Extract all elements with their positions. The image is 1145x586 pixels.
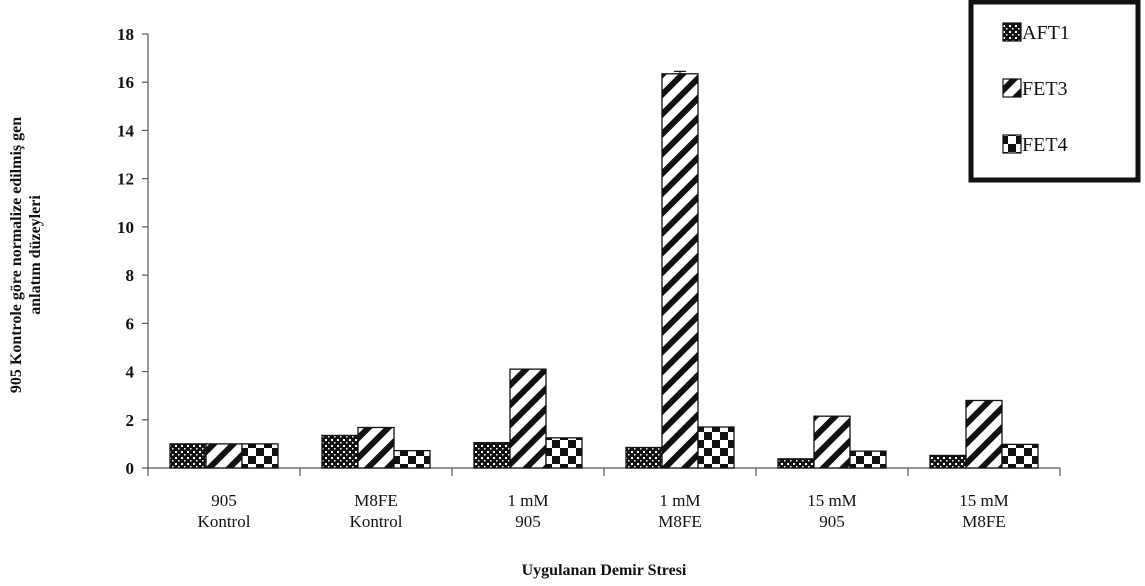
bar-fet4 [697,426,735,469]
bar-fet3 [509,368,547,469]
x-tick-label: 905 [211,491,237,510]
y-tick-label: 2 [126,411,135,430]
legend: AFT1 FET3 FET4 [968,0,1141,183]
legend-swatch-fet4 [1002,134,1022,154]
y-tick-label: 12 [117,170,134,189]
legend-box [968,0,1141,183]
x-tick-label: 905 [515,512,541,531]
legend-swatch-fet3 [1002,78,1022,98]
x-tick-label: 1 mM [507,491,548,510]
tick-labels: 0 2 4 6 8 10 12 14 16 18 905 Kontrol M8FE Kontrol 1 mM… [117,25,1009,531]
x-tick-label: 15 mM [959,491,1009,510]
y-axis-title-line-1: 905 Kontrole göre normalize edilmiş gen [8,117,25,393]
bar-fet3 [965,399,1003,469]
x-tick-label: 1 mM [659,491,700,510]
x-tick-label: Kontrol [198,512,251,531]
x-tick-label: M8FE [354,491,397,510]
legend-label-fet3: FET3 [1022,78,1068,100]
legend-label-fet4: FET4 [1022,134,1068,156]
y-tick-label: 14 [117,121,135,140]
bar-aft1 [321,434,359,469]
bar-fet4 [849,450,887,469]
y-tick-label: 10 [117,218,134,237]
y-tick-label: 16 [117,73,134,92]
y-tick-label: 0 [126,459,135,478]
x-axis-title: Uygulanan Demir Stresi [522,562,687,579]
y-tick-label: 8 [126,266,135,285]
x-tick-label: 15 mM [807,491,857,510]
bar-fet3 [205,443,243,469]
bar-aft1 [777,458,815,469]
y-axis-title: 905 Kontrole göre normalize edilmiş gen … [8,117,44,393]
y-axis-title-line-2: anlatım düzeyleri [27,195,44,315]
legend-swatch-aft1 [1002,22,1022,42]
bar-fet3 [357,426,395,469]
legend-label-aft1: AFT1 [1022,22,1070,44]
y-tick-label: 4 [126,363,135,382]
bar-fet4 [241,443,279,469]
y-tick-label: 18 [117,25,134,44]
bar-fet4 [393,449,431,469]
bar-aft1 [929,454,967,469]
error-bar [674,70,686,77]
bars [169,70,1039,469]
y-tick-label: 6 [126,314,135,333]
axes [142,33,1061,476]
x-tick-label: Kontrol [350,512,403,531]
bar-aft1 [625,446,663,469]
x-tick-label: 905 [819,512,845,531]
x-tick-label: M8FE [962,512,1005,531]
bar-fet4 [545,437,583,469]
bar-aft1 [169,443,207,469]
bar-fet3 [661,73,699,469]
bar-fet3 [813,415,851,469]
x-tick-label: M8FE [658,512,701,531]
bar-fet4 [1001,443,1039,469]
bar-aft1 [473,442,511,469]
